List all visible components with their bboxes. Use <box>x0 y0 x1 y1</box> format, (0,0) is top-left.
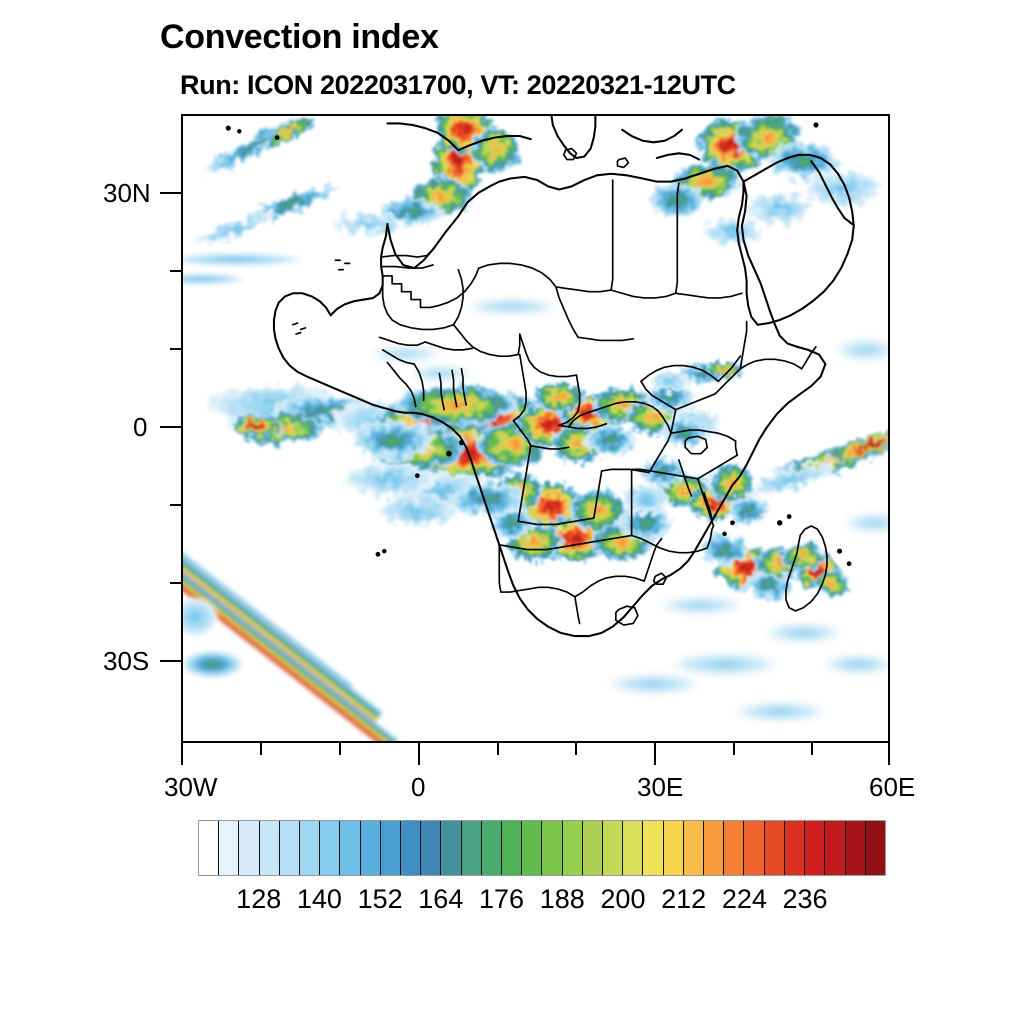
colorbar-tick-label-176: 176 <box>478 884 525 914</box>
colorbar-cell-19 <box>582 821 604 875</box>
xtick-label-30W: 30W <box>164 772 218 802</box>
colorbar-cell-4 <box>279 821 301 875</box>
xtick-50E <box>811 743 813 755</box>
xtick-10W <box>339 743 341 755</box>
map-canvas <box>181 114 890 743</box>
colorbar-cell-22 <box>643 821 664 875</box>
colorbar-cell-2 <box>239 821 260 875</box>
colorbar-cell-15 <box>502 821 523 875</box>
colorbar-cell-32 <box>845 821 866 875</box>
colorbar-cell-8 <box>360 821 381 875</box>
ytick-label-0: 0 <box>133 412 148 442</box>
colorbar-cell-20 <box>603 821 624 875</box>
colorbar-cell-12 <box>441 821 462 875</box>
xtick-10E <box>497 743 499 755</box>
xtick-0 <box>418 743 420 765</box>
map-plot-area <box>181 114 890 743</box>
colorbar-cell-14 <box>481 821 503 875</box>
colorbar-cell-13 <box>461 821 482 875</box>
colorbar <box>198 820 886 876</box>
xtick-label-30E: 30E <box>637 772 684 802</box>
colorbar-tick-label-188: 188 <box>539 884 585 914</box>
colorbar-cell-18 <box>562 821 583 875</box>
colorbar-cell-11 <box>421 821 442 875</box>
ytick-20N <box>170 270 181 272</box>
ytick-label-30N: 30N <box>103 178 151 208</box>
colorbar-cell-31 <box>825 821 846 875</box>
colorbar-cell-0 <box>199 821 220 875</box>
ytick-30S <box>160 660 181 662</box>
colorbar-tick-label-128: 128 <box>236 884 282 914</box>
colorbar-cell-7 <box>340 821 361 875</box>
colorbar-tick-label-200: 200 <box>600 884 646 914</box>
xtick-20E <box>575 743 577 755</box>
colorbar-cell-26 <box>724 821 745 875</box>
map-borders <box>225 114 855 638</box>
colorbar-cell-28 <box>764 821 785 875</box>
page-subtitle: Run: ICON 2022031700, VT: 20220321-12UTC <box>180 70 736 100</box>
map-svg <box>181 114 890 743</box>
convection-field <box>181 114 890 743</box>
xtick-40E <box>733 743 735 755</box>
colorbar-cell-29 <box>784 821 806 875</box>
colorbar-cell-9 <box>380 821 402 875</box>
colorbar-tick-label-164: 164 <box>418 884 464 914</box>
colorbar-cell-30 <box>805 821 826 875</box>
colorbar-cell-10 <box>401 821 422 875</box>
xtick-30E <box>654 743 656 765</box>
xtick-label-0: 0 <box>411 772 426 802</box>
colorbar-cell-23 <box>663 821 684 875</box>
colorbar-tick-label-140: 140 <box>296 884 342 914</box>
xtick-label-60E: 60E <box>869 772 916 802</box>
colorbar-cell-33 <box>865 821 885 875</box>
colorbar-cell-6 <box>320 821 341 875</box>
colorbar-tick-label-152: 152 <box>357 884 403 914</box>
ytick-10N <box>170 348 181 350</box>
xtick-30W <box>181 743 183 765</box>
colorbar-tick-label-212: 212 <box>661 884 707 914</box>
colorbar-tick-label-236: 236 <box>782 884 828 914</box>
xtick-60E <box>888 743 890 765</box>
ytick-label-30S: 30S <box>103 646 150 676</box>
ytick-10S <box>170 504 181 506</box>
ytick-20S <box>170 582 181 584</box>
colorbar-cell-1 <box>219 821 240 875</box>
colorbar-cell-3 <box>259 821 280 875</box>
ytick-0 <box>160 426 181 428</box>
colorbar-tick-label-224: 224 <box>721 884 767 914</box>
colorbar-cell-5 <box>300 821 321 875</box>
colorbar-cell-27 <box>744 821 765 875</box>
colorbar-cell-16 <box>522 821 543 875</box>
page-title: Convection index <box>160 18 439 56</box>
ytick-30N <box>160 192 181 194</box>
colorbar-cell-25 <box>704 821 725 875</box>
xtick-20W <box>260 743 262 755</box>
colorbar-cell-24 <box>683 821 705 875</box>
colorbar-cell-21 <box>623 821 644 875</box>
colorbar-cell-17 <box>542 821 563 875</box>
